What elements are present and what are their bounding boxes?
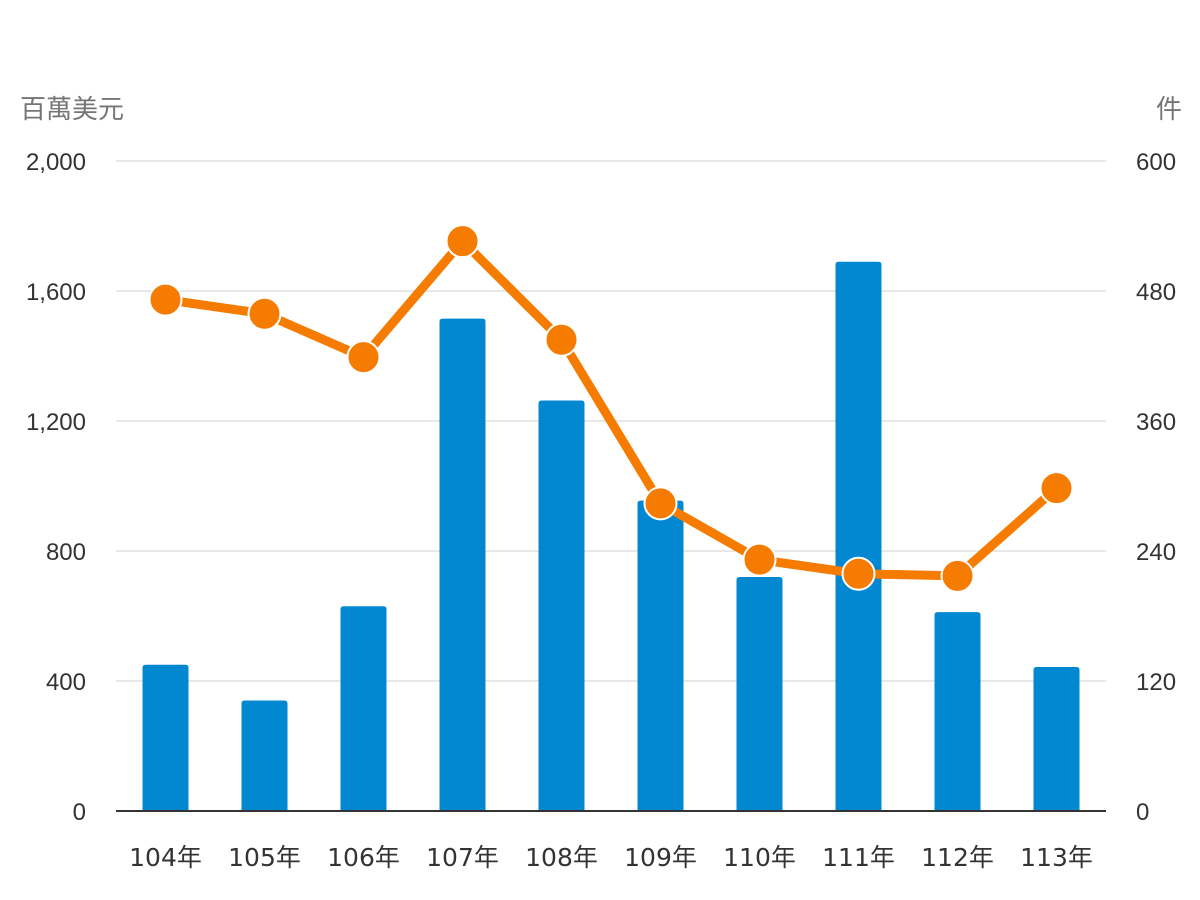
line-point (247, 296, 282, 331)
bar (934, 612, 981, 811)
line-point (940, 558, 975, 593)
category-label: 112年 (921, 843, 994, 872)
series-line (161, 236, 1061, 581)
right-tick-label: 480 (1136, 279, 1176, 306)
left-tick-label: 1,600 (26, 279, 86, 306)
bar (1033, 667, 1080, 811)
left-tick-label: 2,000 (26, 149, 86, 176)
left-tick-label: 0 (73, 799, 86, 826)
category-label: 113年 (1020, 843, 1093, 872)
category-label: 107年 (426, 843, 499, 872)
line-point (841, 556, 876, 591)
left-tick-label: 1,200 (26, 409, 86, 436)
bar (142, 664, 189, 811)
right-tick-label: 0 (1136, 799, 1149, 826)
bar (835, 261, 882, 811)
right-tick-label: 120 (1136, 669, 1176, 696)
category-label: 108年 (525, 843, 598, 872)
left-tick-label: 800 (46, 539, 86, 566)
right-tick-label: 360 (1136, 409, 1176, 436)
category-label: 104年 (129, 843, 202, 872)
category-label: 110年 (723, 843, 796, 872)
bar (439, 318, 486, 811)
category-label: 109年 (624, 843, 697, 872)
right-tick-label: 600 (1136, 149, 1176, 176)
bar (736, 577, 783, 811)
line-series (148, 224, 1074, 593)
left-tick-label: 400 (46, 669, 86, 696)
bar (637, 500, 684, 811)
line-point (1039, 471, 1074, 506)
line-point (445, 224, 480, 259)
bar (340, 606, 387, 811)
line-point (346, 340, 381, 375)
bar (538, 400, 585, 811)
line-point (643, 486, 678, 521)
left-axis-unit: 百萬美元 (20, 95, 124, 125)
right-tick-label: 240 (1136, 539, 1176, 566)
right-axis-ticks: 0 120 240 360 480 600 (1136, 149, 1176, 826)
line-point (742, 542, 777, 577)
left-axis-ticks: 0 400 800 1,200 1,600 2,000 (26, 149, 86, 826)
x-axis-categories: 104年 105年 106年 107年 108年 109年 110年 111年 112年 113年 (129, 843, 1093, 872)
category-label: 106年 (327, 843, 400, 872)
line-point (544, 322, 579, 357)
right-axis-unit: 件 (1156, 95, 1182, 125)
category-label: 111年 (822, 843, 895, 872)
bar-series (142, 261, 1080, 811)
bar (241, 700, 288, 811)
line-point (148, 282, 183, 317)
category-label: 105年 (228, 843, 301, 872)
